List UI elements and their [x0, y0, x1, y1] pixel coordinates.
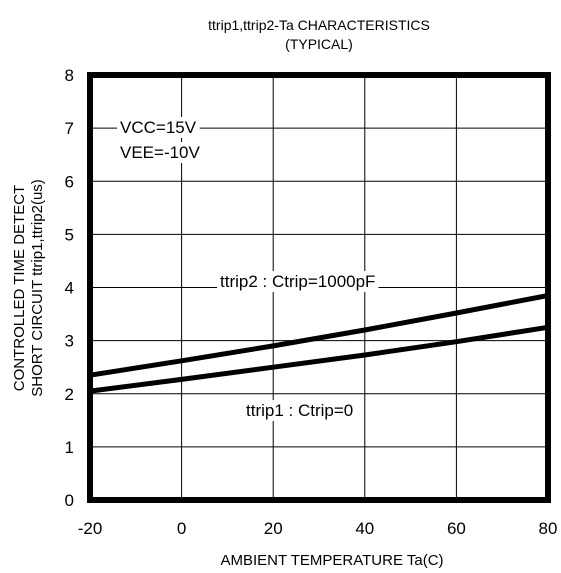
y-tick-label: 5 [65, 225, 74, 244]
series-label-ttrip1-bg [243, 400, 357, 421]
chart-subtitle: (TYPICAL) [285, 36, 353, 52]
y-tick-label: 0 [65, 491, 74, 510]
condition-vcc: VCC=15V [120, 118, 197, 137]
series-line-1 [89, 293, 549, 378]
y-tick-label: 8 [65, 66, 74, 85]
y-axis-title-line2: SHORT CIRCUIT ttrip1,ttrip2(us) [29, 179, 46, 397]
y-tick-label: 7 [65, 119, 74, 138]
series-label-ttrip2-bg [217, 271, 379, 292]
x-tick-label: 0 [177, 519, 186, 538]
x-tick-label: 20 [264, 519, 283, 538]
x-tick-label: -20 [78, 519, 103, 538]
series-group [89, 293, 549, 394]
series-line-2 [89, 324, 549, 394]
plot-frame [87, 72, 551, 503]
series-label-ttrip2: ttrip2 : Ctrip=1000pF [220, 272, 375, 291]
condition-vee-bg [117, 142, 204, 163]
annotations: VCC=15V VEE=-10V ttrip2 : Ctrip=1000pF ttri… [117, 117, 379, 421]
series-label-ttrip1: ttrip1 : Ctrip=0 [246, 401, 353, 420]
y-tick-label: 4 [65, 279, 74, 298]
y-tick-label: 6 [65, 172, 74, 191]
condition-vcc-bg [117, 117, 200, 138]
y-tick-label: 2 [65, 385, 74, 404]
condition-vee: VEE=-10V [120, 143, 201, 162]
y-tick-label: 3 [65, 332, 74, 351]
x-tick-label: 40 [355, 519, 374, 538]
x-tick-label: 60 [447, 519, 466, 538]
x-axis-title: AMBIENT TEMPERATURE Ta(C) [220, 552, 443, 569]
chart-title: ttrip1,ttrip2-Ta CHARACTERISTICS [208, 17, 430, 33]
y-tick-label: 1 [65, 438, 74, 457]
x-tick-label: 80 [539, 519, 558, 538]
y-axis-title-line1: CONTROLLED TIME DETECT [11, 185, 28, 391]
